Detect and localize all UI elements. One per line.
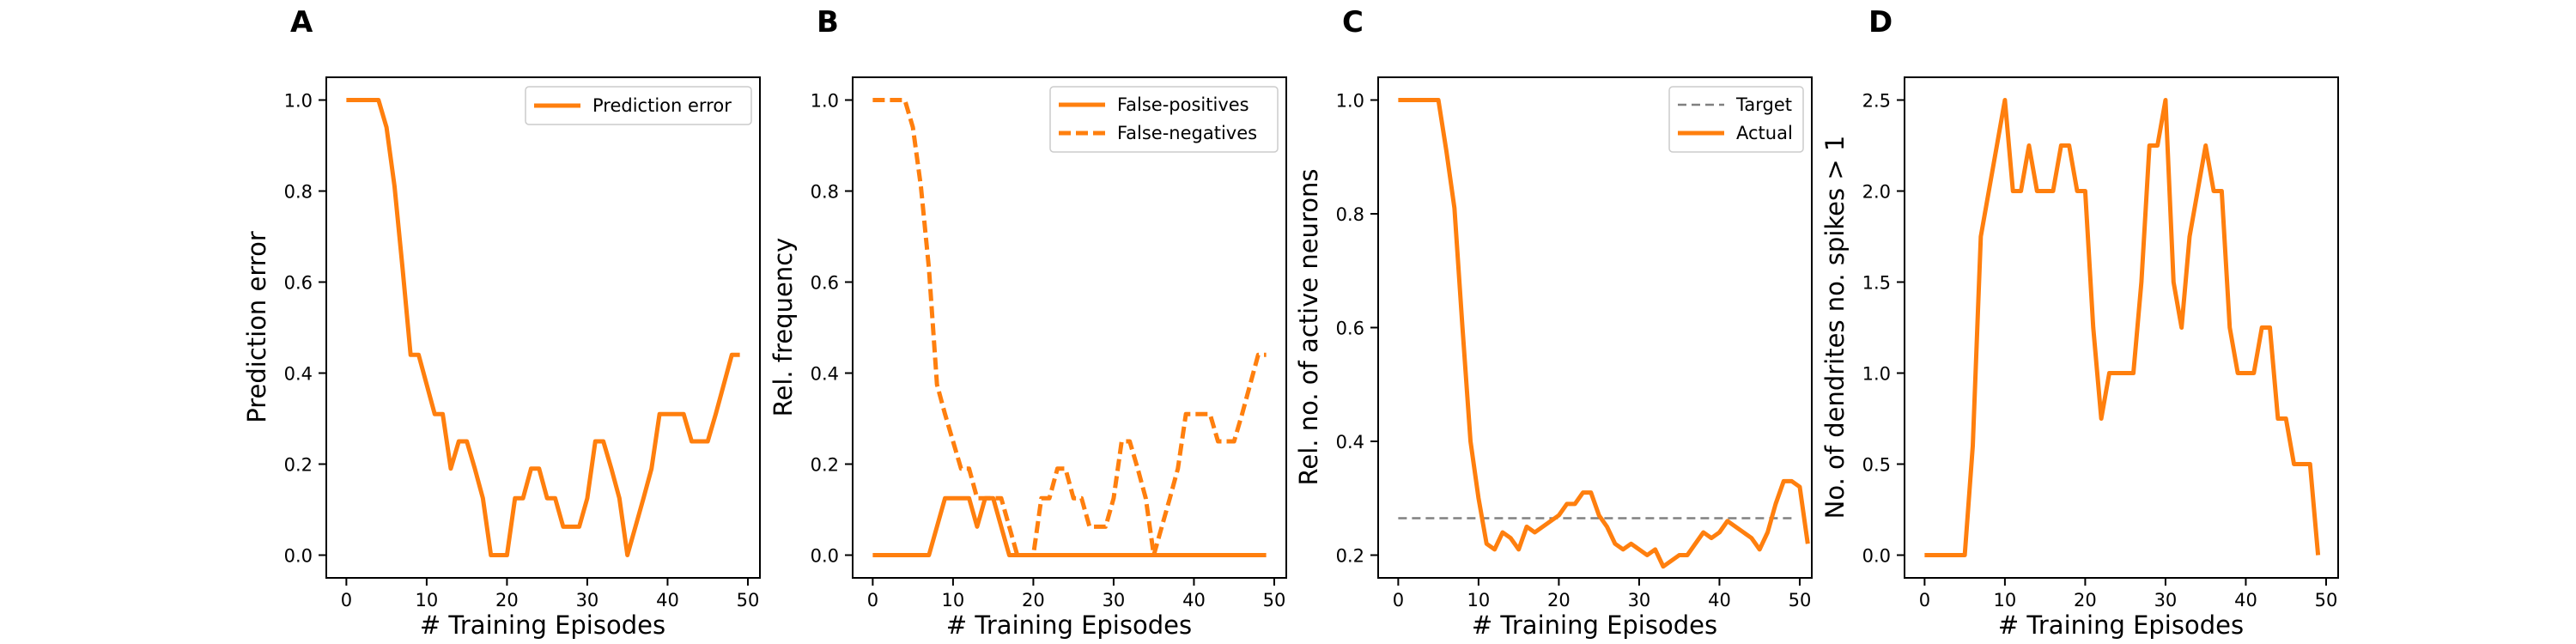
x-tick-label-d-10: 10: [1994, 590, 2017, 611]
x-tick-label-a-20: 20: [495, 590, 519, 611]
series-line-d-dendrites: [1924, 98, 2321, 557]
y-tick-label-a-5: 1.0: [284, 91, 313, 112]
legend-label-false-positives: False-positives: [1117, 94, 1249, 115]
y-tick-label-c-4: 1.0: [1336, 91, 1364, 112]
y-axis-label-a: Prediction error: [242, 231, 271, 423]
x-tick-label-d-0: 0: [1919, 590, 1930, 611]
panel-d: D 0 10 20 30 40 50 0.0 0.5 1.0 1.5 2.0 2.5 # Traini…: [1820, 5, 2339, 640]
series-group-a: [346, 98, 740, 557]
y-tick-label-c-1: 0.4: [1336, 432, 1364, 453]
panel-letter-d: D: [1868, 5, 1893, 39]
y-axis-label-b: Rel. frequency: [769, 238, 798, 417]
y-tick-label-b-4: 0.8: [811, 182, 839, 203]
panel-letter-b: B: [817, 5, 839, 39]
y-tick-label-a-3: 0.6: [284, 273, 313, 294]
legend-box-c: [1668, 86, 1804, 153]
y-tick-label-d-2: 1.0: [1862, 364, 1891, 385]
x-tick-label-c-0: 0: [1393, 590, 1404, 611]
legend-c: Target Actual: [1668, 86, 1804, 153]
x-tick-label-b-0: 0: [867, 590, 878, 611]
series-line-a-prediction-error: [346, 98, 740, 557]
y-tick-label-d-1: 0.5: [1862, 455, 1891, 476]
y-axis-label-d: No. of dendrites no. spikes > 1: [1820, 136, 1850, 519]
ticks-d: 0 10 20 30 40 50 0.0 0.5 1.0 1.5 2.0 2.5: [1862, 91, 2338, 611]
y-tick-label-b-1: 0.2: [811, 455, 839, 476]
legend-label-actual: Actual: [1736, 123, 1793, 143]
x-tick-label-a-50: 50: [737, 590, 760, 611]
x-tick-label-c-20: 20: [1547, 590, 1571, 611]
y-tick-label-c-0: 0.2: [1336, 546, 1364, 567]
panel-letter-c: C: [1342, 5, 1364, 39]
series-group-c: [1398, 98, 1810, 569]
y-tick-label-b-0: 0.0: [811, 546, 839, 567]
x-tick-label-a-30: 30: [576, 590, 599, 611]
x-tick-label-d-30: 30: [2154, 590, 2178, 611]
x-tick-label-d-50: 50: [2315, 590, 2338, 611]
y-tick-label-b-5: 1.0: [811, 91, 839, 112]
panel-c: C 0 10 20 30 40 50 0.2 0.4 0.6 0.8 1.0 # Training …: [1294, 5, 1813, 640]
axes-frame-d: [1904, 76, 2339, 579]
x-tick-label-d-40: 40: [2234, 590, 2257, 611]
x-tick-label-c-40: 40: [1708, 590, 1731, 611]
x-axis-label-a: # Training Episodes: [420, 611, 665, 640]
x-axis-label-c: # Training Episodes: [1472, 611, 1717, 640]
legend-label-target: Target: [1735, 94, 1792, 115]
panel-a: A 0 10 20 30 40 50 0.0 0.2 0.4 0.6 0.8 1.0 # Traini…: [242, 5, 761, 640]
y-tick-label-c-2: 0.6: [1336, 319, 1364, 339]
legend-a: Prediction error: [525, 86, 752, 125]
x-tick-label-c-50: 50: [1789, 590, 1812, 611]
legend-box-a: [525, 86, 752, 125]
ticks-c: 0 10 20 30 40 50 0.2 0.4 0.6 0.8 1.0: [1336, 91, 1812, 611]
x-tick-label-a-0: 0: [341, 590, 352, 611]
ticks-b: 0 10 20 30 40 50 0.0 0.2 0.4 0.6 0.8 1.0: [811, 91, 1286, 611]
y-tick-label-d-0: 0.0: [1862, 546, 1891, 567]
panel-letter-a: A: [290, 5, 313, 39]
x-tick-label-b-30: 30: [1103, 590, 1126, 611]
series-line-b-false-positives: [872, 495, 1267, 557]
series-group-d: [1924, 98, 2321, 557]
x-tick-label-b-50: 50: [1263, 590, 1286, 611]
series-line-c-actual: [1398, 98, 1810, 569]
x-tick-label-d-20: 20: [2074, 590, 2097, 611]
y-tick-label-c-3: 0.8: [1336, 204, 1364, 225]
panel-b: B 0 10 20 30 40 50 0.0 0.2 0.4 0.6 0.8 1.0 # Traini…: [769, 5, 1287, 640]
y-tick-label-b-2: 0.4: [811, 364, 839, 385]
ticks-a: 0 10 20 30 40 50 0.0 0.2 0.4 0.6 0.8 1.0: [284, 91, 760, 611]
x-tick-label-c-30: 30: [1628, 590, 1651, 611]
series-line-b-false-negatives: [872, 98, 1267, 557]
legend-b: False-positives False-negatives: [1049, 86, 1279, 153]
x-axis-label-d: # Training Episodes: [1998, 611, 2244, 640]
y-tick-label-a-1: 0.2: [284, 455, 313, 476]
axes-frame-a: [325, 76, 761, 579]
x-tick-label-b-20: 20: [1022, 590, 1045, 611]
y-tick-label-a-2: 0.4: [284, 364, 313, 385]
x-axis-label-b: # Training Episodes: [946, 611, 1192, 640]
y-tick-label-a-4: 0.8: [284, 182, 313, 203]
y-tick-label-b-3: 0.6: [811, 273, 839, 294]
y-tick-label-d-5: 2.5: [1862, 91, 1891, 112]
axes-frame-c: [1377, 76, 1813, 579]
legend-box-b: [1049, 86, 1279, 153]
series-group-b: [872, 98, 1267, 557]
x-tick-label-a-40: 40: [656, 590, 679, 611]
y-tick-label-d-3: 1.5: [1862, 273, 1891, 294]
x-tick-label-a-10: 10: [416, 590, 439, 611]
y-tick-label-a-0: 0.0: [284, 546, 313, 567]
x-tick-label-c-10: 10: [1467, 590, 1491, 611]
legend-label-prediction-error: Prediction error: [592, 95, 732, 116]
y-axis-label-c: Rel. no. of active neurons: [1294, 169, 1323, 486]
y-tick-label-d-4: 2.0: [1862, 182, 1891, 203]
x-tick-label-b-10: 10: [942, 590, 965, 611]
x-tick-label-b-40: 40: [1182, 590, 1206, 611]
axes-frame-b: [852, 76, 1287, 579]
legend-label-false-negatives: False-negatives: [1117, 123, 1257, 143]
